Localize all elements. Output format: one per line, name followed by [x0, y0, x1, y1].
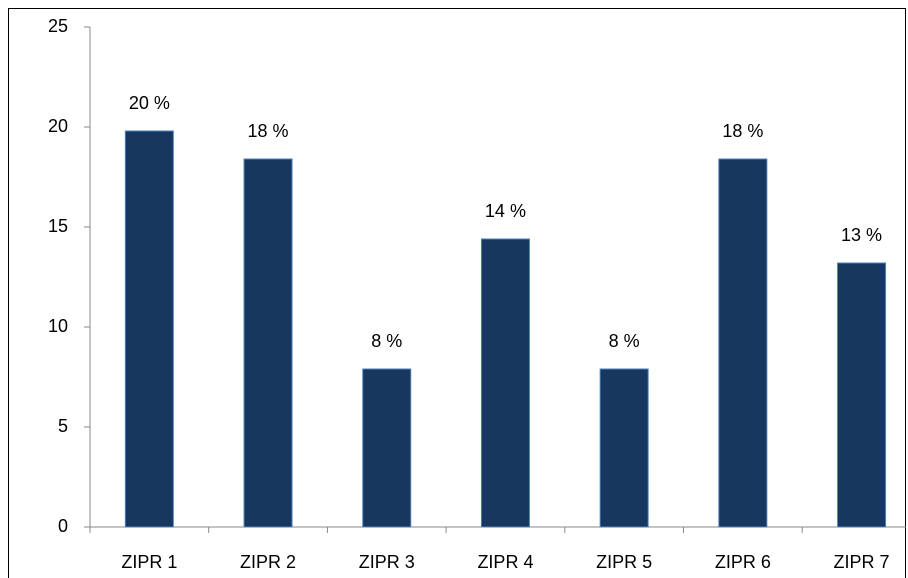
- data-label: 8 %: [609, 331, 640, 351]
- bar: [362, 368, 412, 528]
- y-tick-label: 5: [58, 416, 68, 436]
- data-label: 20 %: [129, 93, 170, 113]
- y-tick-label: 20: [48, 116, 68, 136]
- bar: [718, 158, 768, 528]
- data-label: 13 %: [841, 225, 882, 245]
- x-tick-label: ZIPR 4: [477, 552, 533, 572]
- bar: [480, 238, 530, 528]
- bar: [599, 368, 649, 528]
- x-tick-label: ZIPR 1: [121, 552, 177, 572]
- x-tick-label: ZIPR 2: [240, 552, 296, 572]
- y-tick-label: 10: [48, 316, 68, 336]
- data-label: 18 %: [722, 121, 763, 141]
- x-tick-label: ZIPR 6: [715, 552, 771, 572]
- x-tick-label: ZIPR 7: [834, 552, 890, 572]
- bar: [124, 130, 174, 528]
- x-tick-label: ZIPR 5: [596, 552, 652, 572]
- chart-frame: [8, 8, 906, 578]
- y-tick-label: 15: [48, 216, 68, 236]
- bar: [837, 262, 887, 528]
- data-label: 8 %: [371, 331, 402, 351]
- y-tick-label: 25: [48, 16, 68, 36]
- data-label: 14 %: [485, 201, 526, 221]
- y-tick-label: 0: [58, 516, 68, 536]
- x-tick-label: ZIPR 3: [359, 552, 415, 572]
- data-label: 18 %: [248, 121, 289, 141]
- bar: [243, 158, 293, 528]
